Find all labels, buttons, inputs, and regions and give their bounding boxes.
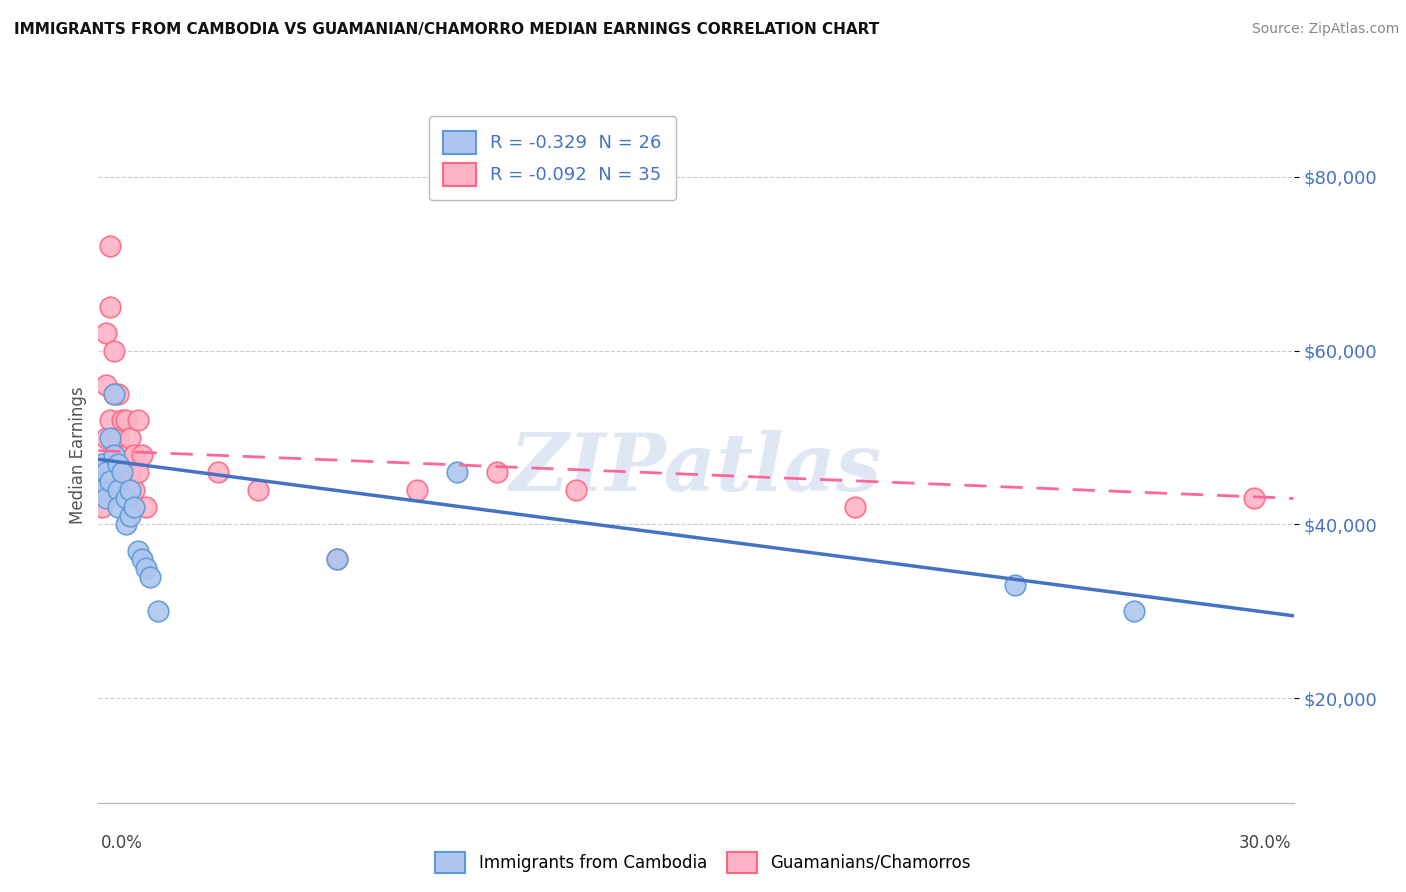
- Point: [111, 466, 134, 480]
- Point: [446, 466, 468, 480]
- Point: [485, 466, 508, 480]
- Point: [148, 605, 170, 619]
- Point: [107, 483, 129, 497]
- Point: [1123, 605, 1146, 619]
- Point: [91, 457, 114, 471]
- Point: [103, 387, 125, 401]
- Point: [111, 413, 134, 427]
- Point: [115, 448, 138, 462]
- Point: [135, 561, 157, 575]
- Text: ZIPatlas: ZIPatlas: [510, 430, 882, 508]
- Point: [107, 457, 129, 471]
- Point: [96, 431, 118, 445]
- Point: [139, 570, 162, 584]
- Point: [91, 474, 114, 488]
- Point: [120, 466, 142, 480]
- Point: [91, 457, 114, 471]
- Legend: R = -0.329  N = 26, R = -0.092  N = 35: R = -0.329 N = 26, R = -0.092 N = 35: [429, 116, 676, 201]
- Text: Source: ZipAtlas.com: Source: ZipAtlas.com: [1251, 22, 1399, 37]
- Point: [326, 552, 349, 566]
- Point: [103, 448, 125, 462]
- Point: [406, 483, 429, 497]
- Point: [565, 483, 588, 497]
- Text: 0.0%: 0.0%: [101, 834, 143, 852]
- Text: IMMIGRANTS FROM CAMBODIA VS GUAMANIAN/CHAMORRO MEDIAN EARNINGS CORRELATION CHART: IMMIGRANTS FROM CAMBODIA VS GUAMANIAN/CH…: [14, 22, 879, 37]
- Point: [124, 483, 146, 497]
- Point: [246, 483, 269, 497]
- Point: [98, 300, 122, 314]
- Point: [127, 413, 149, 427]
- Point: [96, 491, 118, 506]
- Point: [98, 239, 122, 253]
- Text: 30.0%: 30.0%: [1239, 834, 1291, 852]
- Point: [1004, 578, 1026, 592]
- Point: [107, 387, 129, 401]
- Point: [103, 343, 125, 358]
- Point: [103, 387, 125, 401]
- Y-axis label: Median Earnings: Median Earnings: [69, 386, 87, 524]
- Point: [127, 466, 149, 480]
- Point: [131, 448, 153, 462]
- Point: [96, 326, 118, 341]
- Point: [96, 466, 118, 480]
- Point: [107, 466, 129, 480]
- Point: [207, 466, 229, 480]
- Legend: Immigrants from Cambodia, Guamanians/Chamorros: Immigrants from Cambodia, Guamanians/Cha…: [429, 846, 977, 880]
- Point: [103, 448, 125, 462]
- Point: [124, 448, 146, 462]
- Point: [131, 552, 153, 566]
- Point: [107, 500, 129, 514]
- Point: [107, 431, 129, 445]
- Point: [120, 483, 142, 497]
- Point: [98, 431, 122, 445]
- Point: [135, 500, 157, 514]
- Point: [124, 500, 146, 514]
- Point: [120, 508, 142, 523]
- Point: [120, 431, 142, 445]
- Point: [326, 552, 349, 566]
- Point: [98, 413, 122, 427]
- Point: [115, 491, 138, 506]
- Point: [98, 474, 122, 488]
- Point: [115, 517, 138, 532]
- Point: [115, 413, 138, 427]
- Point: [127, 543, 149, 558]
- Point: [844, 500, 866, 514]
- Point: [96, 378, 118, 392]
- Point: [91, 500, 114, 514]
- Point: [1243, 491, 1265, 506]
- Point: [111, 448, 134, 462]
- Point: [91, 483, 114, 497]
